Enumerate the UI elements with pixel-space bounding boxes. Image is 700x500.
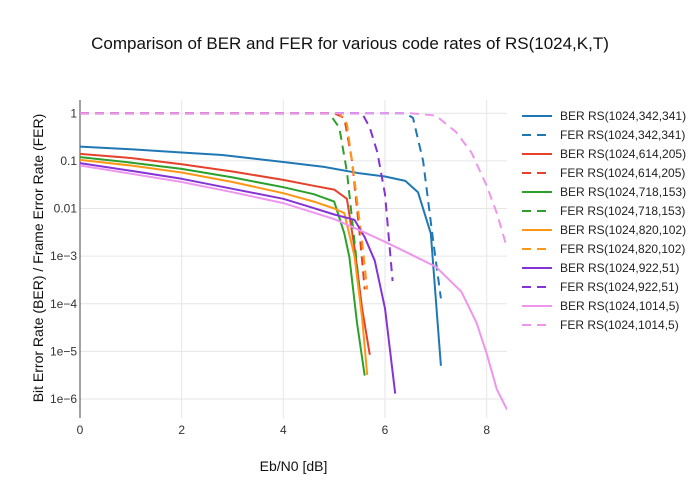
legend-item[interactable]: BER RS(1024,1014,5) (520, 296, 686, 315)
series-line-ber-rs-1024-820-102 (80, 158, 369, 376)
legend-item[interactable]: FER RS(1024,820,102) (520, 239, 686, 258)
chart-title: Comparison of BER and FER for various co… (91, 34, 609, 53)
y-tick-label: 1e−3 (50, 249, 77, 263)
legend-item[interactable]: BER RS(1024,718,153) (520, 182, 686, 201)
series-line-ber-rs-1024-922-51 (80, 162, 397, 394)
legend-swatch (522, 304, 552, 307)
legend-item[interactable]: FER RS(1024,342,341) (520, 125, 686, 144)
series-line-fer-rs-1024-718-153 (80, 112, 361, 290)
legend-swatch (522, 171, 552, 174)
legend-label: BER RS(1024,820,102) (560, 222, 687, 237)
legend-swatch (522, 285, 552, 288)
series-line-ber-rs-1024-614-205 (80, 152, 371, 355)
legend-swatch (522, 323, 552, 326)
legend-item[interactable]: BER RS(1024,342,341) (520, 106, 686, 125)
x-tick-label: 6 (382, 423, 389, 437)
legend-item[interactable]: FER RS(1024,614,205) (520, 163, 686, 182)
legend-swatch (522, 209, 552, 212)
legend-item[interactable]: BER RS(1024,922,51) (520, 258, 686, 277)
legend-label: BER RS(1024,922,51) (560, 260, 680, 275)
legend-swatch (522, 152, 552, 155)
legend-item[interactable]: BER RS(1024,614,205) (520, 144, 686, 163)
legend-label: BER RS(1024,614,205) (560, 146, 687, 161)
y-tick-label: 0.1 (60, 154, 77, 168)
legend-label: BER RS(1024,718,153) (560, 184, 687, 199)
y-tick-label: 1e−4 (50, 297, 77, 311)
y-tick-label: 1e−5 (50, 344, 77, 358)
series-line-fer-rs-1024-820-102 (80, 112, 369, 290)
x-axis-label: Eb/N0 [dB] (259, 458, 328, 474)
legend-label: FER RS(1024,1014,5) (560, 317, 679, 332)
series-line-ber-rs-1024-718-153 (80, 156, 366, 376)
series-line-ber-rs-1024-342-341 (80, 145, 442, 366)
legend-label: BER RS(1024,342,341) (560, 108, 687, 123)
legend-label: FER RS(1024,922,51) (560, 279, 679, 294)
legend-item[interactable]: BER RS(1024,820,102) (520, 220, 686, 239)
x-tick-label: 0 (77, 423, 84, 437)
legend-label: BER RS(1024,1014,5) (560, 298, 680, 313)
legend-swatch (522, 190, 552, 193)
legend-swatch (522, 266, 552, 269)
legend-label: FER RS(1024,342,341) (560, 127, 686, 142)
x-tick-label: 8 (483, 423, 490, 437)
legend-item[interactable]: FER RS(1024,718,153) (520, 201, 686, 220)
legend-swatch (522, 247, 552, 250)
series-line-fer-rs-1024-614-205 (80, 112, 366, 290)
y-axis-label: Bit Error Rate (BER) / Frame Error Rate … (30, 113, 46, 403)
y-tick-label: 1 (70, 106, 77, 120)
legend-item[interactable]: FER RS(1024,922,51) (520, 277, 686, 296)
x-tick-label: 2 (178, 423, 185, 437)
legend-item[interactable]: FER RS(1024,1014,5) (520, 315, 686, 334)
legend-label: FER RS(1024,718,153) (560, 203, 686, 218)
legend-swatch (522, 114, 552, 117)
legend-label: FER RS(1024,820,102) (560, 241, 686, 256)
legend-swatch (522, 228, 552, 231)
y-tick-label: 0.01 (54, 202, 78, 216)
legend-label: FER RS(1024,614,205) (560, 165, 686, 180)
series-line-ber-rs-1024-1014-5 (80, 164, 507, 411)
x-tick-label: 4 (280, 423, 287, 437)
legend-swatch (522, 133, 552, 136)
series-line-fer-rs-1024-922-51 (80, 112, 394, 282)
series-group (80, 112, 507, 411)
series-line-fer-rs-1024-1014-5 (80, 112, 507, 249)
y-tick-label: 1e−6 (50, 392, 77, 406)
legend[interactable]: BER RS(1024,342,341) FER RS(1024,342,341)… (520, 106, 686, 334)
